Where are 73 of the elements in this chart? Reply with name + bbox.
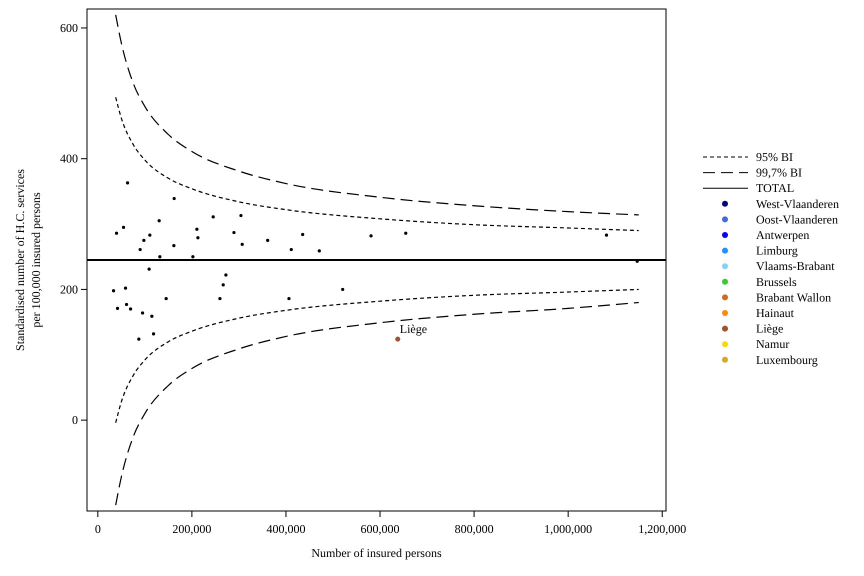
line-series — [115, 302, 640, 506]
point — [395, 336, 400, 342]
point — [164, 296, 168, 300]
legend-label: Brussels — [756, 274, 797, 289]
point — [148, 234, 152, 237]
legend-label: 99,7% BI — [756, 166, 802, 180]
annotation: Liège — [400, 322, 428, 336]
x-tick-label: 800,000 — [454, 522, 494, 536]
point — [152, 332, 156, 336]
legend-label: Brabant Wallon — [756, 290, 832, 304]
point — [128, 307, 132, 311]
point — [341, 288, 344, 292]
point — [196, 236, 200, 240]
point — [172, 244, 176, 248]
point — [191, 255, 194, 258]
point — [114, 232, 118, 235]
point — [126, 181, 130, 184]
point — [404, 232, 408, 235]
point — [124, 302, 128, 306]
legend-label: Namur — [756, 337, 790, 352]
point — [222, 283, 225, 286]
x-tick-label: 1,000,000 — [544, 522, 592, 536]
legend-label: Luxembourg — [756, 352, 818, 367]
x-tick-label: 200,000 — [172, 522, 212, 536]
line-series — [115, 14, 640, 216]
y-tick-label: 400 — [60, 152, 78, 166]
point — [172, 196, 176, 200]
point — [124, 286, 128, 290]
point — [158, 219, 161, 222]
legend-label: Antwerpen — [756, 228, 810, 242]
point — [137, 337, 140, 341]
point — [318, 249, 321, 252]
line-series — [115, 96, 640, 232]
point — [116, 306, 120, 310]
y-tick-label: 0 — [72, 412, 78, 427]
legend-label: Liège — [756, 322, 784, 336]
y-tick-label: 200 — [60, 282, 78, 296]
point — [287, 296, 291, 300]
legend-label: Limburg — [756, 244, 798, 258]
point — [218, 296, 222, 300]
point — [122, 226, 126, 229]
point — [290, 248, 293, 252]
point — [266, 238, 270, 242]
legend-label: Vlaams-Brabant — [756, 259, 836, 274]
point — [195, 228, 198, 231]
point — [150, 314, 154, 318]
point — [138, 248, 142, 252]
y-tick-label: 600 — [60, 20, 78, 35]
x-tick-label: 600,000 — [360, 522, 400, 536]
point — [369, 234, 373, 238]
point — [232, 230, 236, 234]
point — [140, 311, 144, 315]
point — [148, 268, 151, 271]
point — [604, 234, 608, 237]
x-axis-title: Number of insured persons — [311, 546, 442, 560]
legend-label: Oost-Vlaanderen — [756, 212, 838, 226]
point — [158, 255, 162, 258]
x-tick-label: 400,000 — [266, 522, 306, 536]
legend-label: 95% BI — [756, 150, 793, 164]
point — [212, 215, 215, 218]
point — [239, 214, 243, 218]
point — [224, 273, 228, 277]
legend-label: Hainaut — [756, 306, 795, 320]
legend-label: West-Vlaanderen — [756, 196, 839, 211]
point — [142, 238, 146, 242]
point — [112, 289, 116, 292]
point — [301, 232, 304, 236]
legend-label: TOTAL — [756, 181, 794, 196]
y-axis-title: Standardised number of H.C. services per 100,000 insured persons — [13, 168, 43, 351]
point — [240, 242, 244, 246]
line-series — [115, 288, 640, 424]
x-tick-label: 0 — [94, 522, 101, 536]
x-tick-label: 1,200,000 — [638, 522, 686, 536]
